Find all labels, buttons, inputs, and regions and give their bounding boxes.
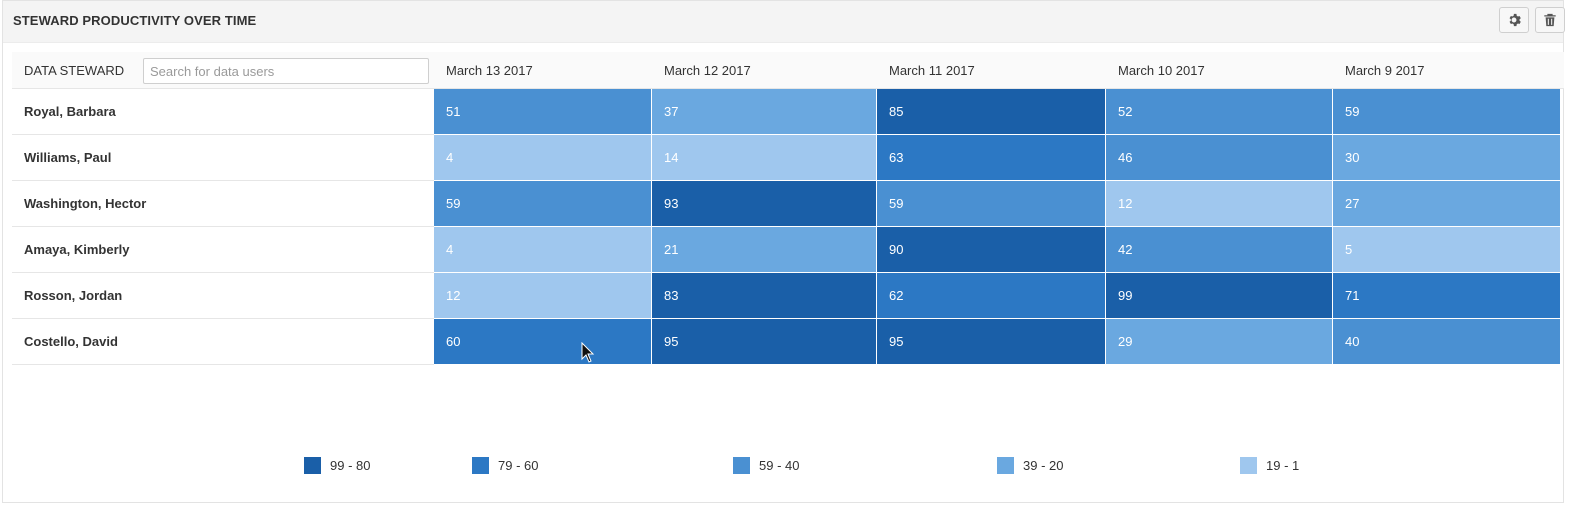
cell-value: 59 — [446, 196, 461, 211]
heatmap-cell[interactable]: 12 — [1106, 181, 1333, 227]
data-steward-header: DATA STEWARD — [24, 63, 125, 78]
cell-value: 95 — [664, 334, 679, 349]
legend-swatch — [733, 457, 750, 474]
steward-row: Royal, Barbara — [12, 89, 434, 135]
steward-name: Royal, Barbara — [24, 104, 116, 119]
cell-value: 63 — [889, 150, 904, 165]
cell-value: 60 — [446, 334, 461, 349]
steward-name: Costello, David — [24, 334, 118, 349]
gear-icon — [1509, 13, 1521, 27]
heatmap-cell[interactable]: 51 — [434, 89, 652, 135]
steward-name: Washington, Hector — [24, 196, 147, 211]
cell-value: 71 — [1345, 288, 1360, 303]
heatmap-cell[interactable]: 59 — [877, 181, 1106, 227]
heatmap-cell[interactable]: 14 — [652, 135, 877, 181]
legend-swatch — [472, 457, 489, 474]
heatmap-cell[interactable]: 99 — [1106, 273, 1333, 319]
table-header-row: DATA STEWARD March 13 2017 March 12 2017 M… — [12, 52, 1564, 89]
date-column-header[interactable]: March 12 2017 — [664, 63, 751, 78]
heatmap-cell[interactable]: 95 — [877, 319, 1106, 365]
legend-swatch — [997, 457, 1014, 474]
panel-title: STEWARD PRODUCTIVITY OVER TIME — [13, 13, 257, 28]
heatmap-cell[interactable]: 93 — [652, 181, 877, 227]
cell-value: 59 — [1345, 104, 1360, 119]
cell-value: 12 — [1118, 196, 1133, 211]
legend-label: 99 - 80 — [330, 458, 371, 473]
heatmap-cell[interactable]: 60 — [434, 319, 652, 365]
legend-swatch — [304, 457, 321, 474]
heatmap-cell[interactable]: 42 — [1106, 227, 1333, 273]
cell-value: 12 — [446, 288, 461, 303]
cell-value: 83 — [664, 288, 679, 303]
heatmap-cell[interactable]: 46 — [1106, 135, 1333, 181]
cell-value: 21 — [664, 242, 679, 257]
trash-icon — [1544, 13, 1556, 27]
heatmap-cell[interactable]: 37 — [652, 89, 877, 135]
cell-value: 40 — [1345, 334, 1360, 349]
cell-value: 85 — [889, 104, 904, 119]
steward-row: Amaya, Kimberly — [12, 227, 434, 273]
date-column-header[interactable]: March 11 2017 — [889, 63, 975, 78]
cell-value: 46 — [1118, 150, 1133, 165]
search-input[interactable] — [143, 58, 429, 84]
cell-value: 30 — [1345, 150, 1360, 165]
mouse-cursor-icon — [581, 342, 595, 363]
heatmap-cell[interactable]: 83 — [652, 273, 877, 319]
cell-value: 99 — [1118, 288, 1133, 303]
legend-label: 79 - 60 — [498, 458, 539, 473]
steward-name: Williams, Paul — [24, 150, 112, 165]
heatmap-cell[interactable]: 52 — [1106, 89, 1333, 135]
steward-name: Amaya, Kimberly — [24, 242, 130, 257]
heatmap-cell[interactable]: 59 — [1333, 89, 1561, 135]
panel-header: STEWARD PRODUCTIVITY OVER TIME — [3, 1, 1565, 43]
heatmap-cell[interactable]: 5 — [1333, 227, 1561, 273]
settings-button[interactable] — [1499, 7, 1529, 33]
cell-value: 62 — [889, 288, 904, 303]
steward-name: Rosson, Jordan — [24, 288, 123, 303]
cell-value: 95 — [889, 334, 904, 349]
date-column-header[interactable]: March 9 2017 — [1345, 63, 1425, 78]
cell-value: 93 — [664, 196, 679, 211]
heatmap-cell[interactable]: 4 — [434, 227, 652, 273]
cell-value: 59 — [889, 196, 904, 211]
cell-value: 51 — [446, 104, 461, 119]
delete-button[interactable] — [1535, 7, 1565, 33]
heatmap-cell[interactable]: 29 — [1106, 319, 1333, 365]
heatmap-cell[interactable]: 85 — [877, 89, 1106, 135]
cell-value: 5 — [1345, 242, 1353, 257]
heatmap-cell[interactable]: 27 — [1333, 181, 1561, 227]
heatmap-cell[interactable]: 59 — [434, 181, 652, 227]
heatmap-cell[interactable]: 12 — [434, 273, 652, 319]
date-column-header[interactable]: March 10 2017 — [1118, 63, 1205, 78]
steward-row: Rosson, Jordan — [12, 273, 434, 319]
heatmap-cell[interactable]: 40 — [1333, 319, 1561, 365]
cell-value: 90 — [889, 242, 904, 257]
heatmap-cell[interactable]: 90 — [877, 227, 1106, 273]
cell-value: 4 — [446, 150, 454, 165]
steward-row: Costello, David — [12, 319, 434, 365]
cell-value: 4 — [446, 242, 454, 257]
heatmap-cell[interactable]: 71 — [1333, 273, 1561, 319]
cell-value: 37 — [664, 104, 679, 119]
cell-value: 29 — [1118, 334, 1133, 349]
legend-label: 59 - 40 — [759, 458, 800, 473]
heatmap-cell[interactable]: 30 — [1333, 135, 1561, 181]
heatmap-cell[interactable]: 95 — [652, 319, 877, 365]
cell-value: 42 — [1118, 242, 1133, 257]
cell-value: 27 — [1345, 196, 1360, 211]
date-column-header[interactable]: March 13 2017 — [446, 63, 533, 78]
heatmap-cell[interactable]: 62 — [877, 273, 1106, 319]
legend-label: 19 - 1 — [1266, 458, 1300, 473]
heatmap-cell[interactable]: 21 — [652, 227, 877, 273]
cell-value: 14 — [664, 150, 679, 165]
steward-row: Williams, Paul — [12, 135, 434, 181]
heatmap-cell[interactable]: 4 — [434, 135, 652, 181]
steward-row: Washington, Hector — [12, 181, 434, 227]
heatmap-cell[interactable]: 63 — [877, 135, 1106, 181]
cell-value: 52 — [1118, 104, 1133, 119]
legend-label: 39 - 20 — [1023, 458, 1064, 473]
legend-swatch — [1240, 457, 1257, 474]
